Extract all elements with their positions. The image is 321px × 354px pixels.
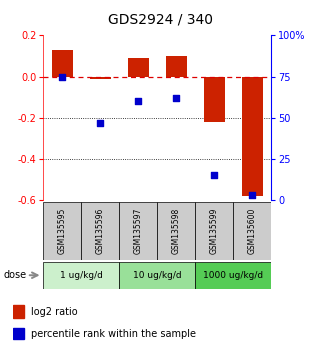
Text: 1000 ug/kg/d: 1000 ug/kg/d (203, 271, 263, 280)
Bar (195, 262, 271, 289)
Bar (119, 262, 195, 289)
Point (174, 95, 179, 101)
Bar (119, 202, 157, 260)
Bar (13, 305, 24, 319)
Bar (204, 76, 225, 122)
Text: percentile rank within the sample: percentile rank within the sample (31, 329, 196, 339)
Text: GSM135598: GSM135598 (172, 208, 181, 254)
Text: GSM135596: GSM135596 (96, 208, 105, 254)
Bar (13, 329, 24, 339)
Point (98, 120, 103, 125)
Point (250, 192, 255, 198)
Bar (242, 76, 263, 196)
Point (212, 172, 217, 178)
Bar (195, 202, 233, 260)
Bar (90, 76, 111, 79)
Text: GSM135595: GSM135595 (58, 208, 67, 254)
Text: 10 ug/kg/d: 10 ug/kg/d (133, 271, 182, 280)
Bar (43, 202, 81, 260)
Text: GSM135599: GSM135599 (210, 208, 219, 254)
Text: GSM135600: GSM135600 (248, 208, 257, 254)
Bar (157, 202, 195, 260)
Text: dose: dose (3, 270, 26, 280)
Bar (52, 50, 73, 76)
Text: GSM135597: GSM135597 (134, 208, 143, 254)
Text: log2 ratio: log2 ratio (31, 307, 77, 317)
Bar (81, 202, 119, 260)
Bar (233, 202, 271, 260)
Bar (43, 262, 119, 289)
Text: 1 ug/kg/d: 1 ug/kg/d (60, 271, 103, 280)
Bar (128, 58, 149, 76)
Point (60, 74, 65, 79)
Bar (166, 56, 187, 76)
Text: GDS2924 / 340: GDS2924 / 340 (108, 12, 213, 27)
Point (136, 98, 141, 104)
